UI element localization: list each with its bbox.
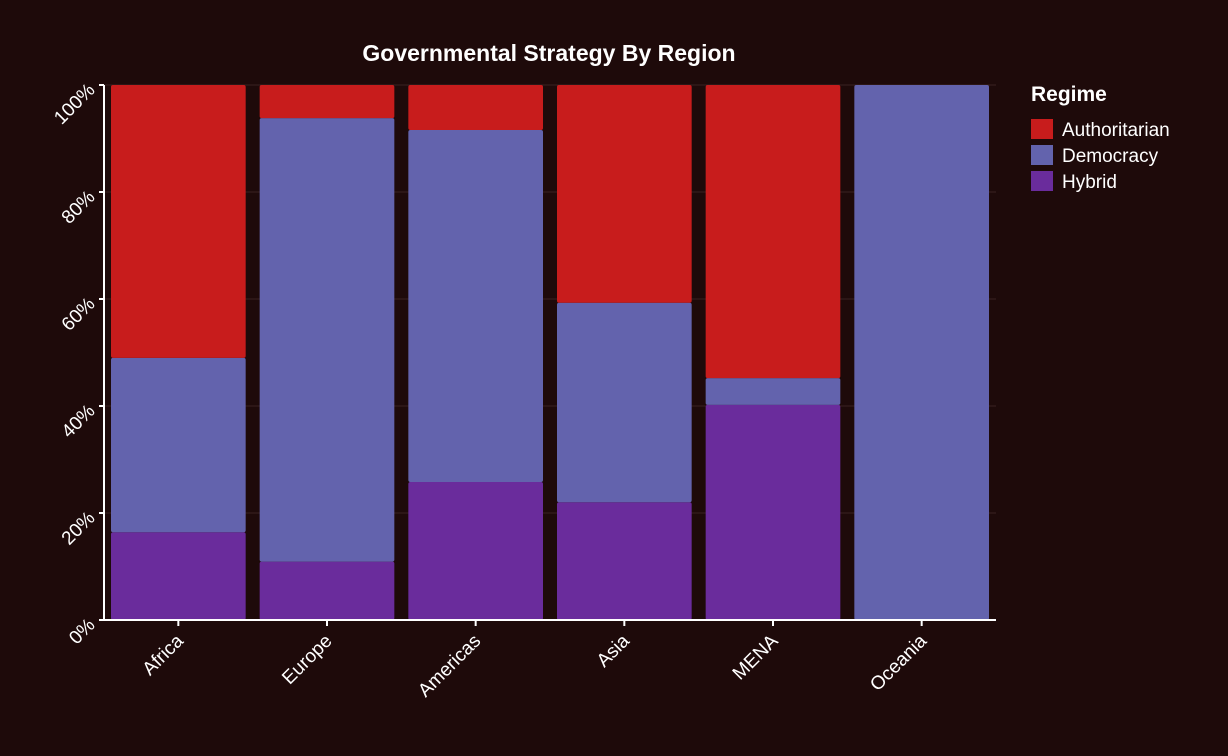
x-tick-label: MENA [729,630,783,684]
legend-label-hybrid: Hybrid [1062,172,1117,193]
bar-segment-authoritarian-africa[interactable] [111,85,246,358]
bar-segment-authoritarian-mena[interactable] [705,85,841,379]
x-tick-label: Oceania [866,630,931,695]
bar-segment-hybrid-europe[interactable] [259,561,395,620]
bar-segment-democracy-mena[interactable] [705,378,841,405]
y-tick-labels: 0% 20% 40% 60% 80% 100% [50,80,104,649]
bar-segment-authoritarian-europe[interactable] [259,85,395,119]
bar-segment-hybrid-asia[interactable] [557,502,692,620]
x-tick-labels: Africa Europe Americas Asia MENA Oceania [139,620,931,702]
x-tick-label: Europe [278,631,336,689]
bar-segment-democracy-europe[interactable] [259,118,395,562]
x-tick-label: Asia [593,630,634,671]
y-tick-label: 40% [58,401,100,443]
legend-swatch-hybrid [1031,171,1053,191]
y-tick-label: 0% [65,615,99,649]
legend: Regime Authoritarian Democracy Hybrid [1031,83,1170,193]
legend-swatch-democracy [1031,145,1053,165]
bar-segment-democracy-africa[interactable] [111,357,246,533]
legend-swatch-authoritarian [1031,119,1053,139]
bar-segment-authoritarian-americas[interactable] [408,85,543,130]
legend-label-authoritarian: Authoritarian [1062,120,1170,141]
legend-title: Regime [1031,83,1107,106]
bar-segment-hybrid-africa[interactable] [111,532,246,620]
bar-segment-democracy-americas[interactable] [408,129,543,482]
y-tick-label: 80% [58,187,100,229]
x-tick-label: Africa [139,630,188,679]
bar-segment-authoritarian-asia[interactable] [557,85,692,303]
x-tick-label: Americas [414,631,485,702]
legend-label-democracy: Democracy [1062,146,1159,167]
bar-segment-hybrid-mena[interactable] [705,404,841,620]
bar-segment-democracy-asia[interactable] [557,302,692,503]
y-tick-label: 60% [58,294,100,336]
y-tick-label: 100% [50,80,99,129]
bar-segment-democracy-oceania[interactable] [854,85,989,620]
bar-series [111,85,989,620]
chart-title: Governmental Strategy By Region [362,40,735,66]
y-tick-label: 20% [58,508,100,550]
bar-segment-hybrid-americas[interactable] [408,481,543,620]
legend-items: Authoritarian Democracy Hybrid [1031,119,1170,193]
grid-lines [104,84,996,514]
axes [103,85,996,621]
